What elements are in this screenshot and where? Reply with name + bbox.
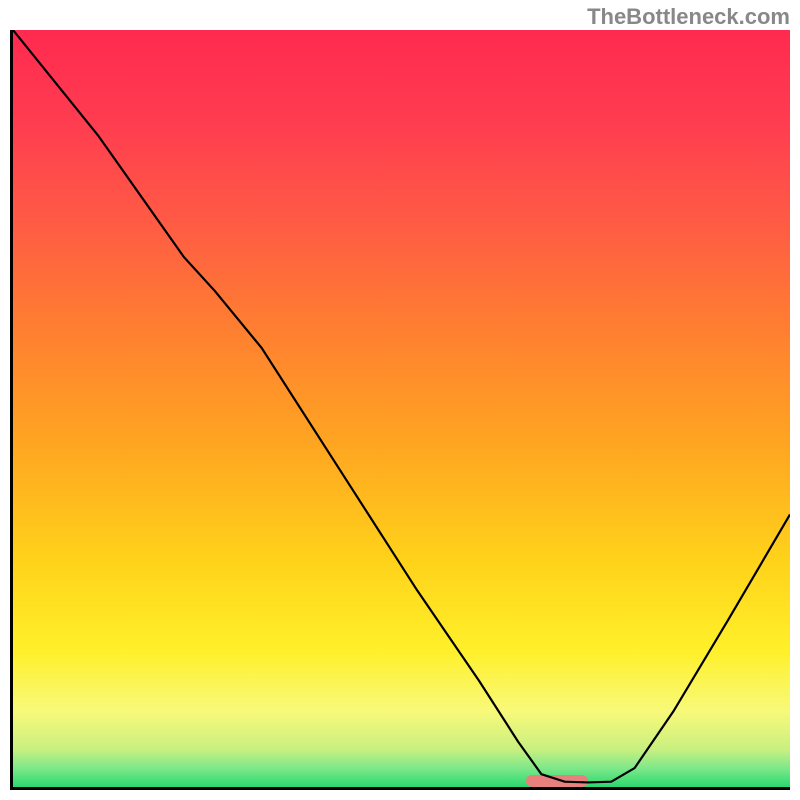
chart-container: TheBottleneck.com <box>0 0 800 800</box>
plot-area <box>10 30 790 790</box>
bottleneck-curve <box>13 30 790 787</box>
watermark-text: TheBottleneck.com <box>587 4 790 30</box>
